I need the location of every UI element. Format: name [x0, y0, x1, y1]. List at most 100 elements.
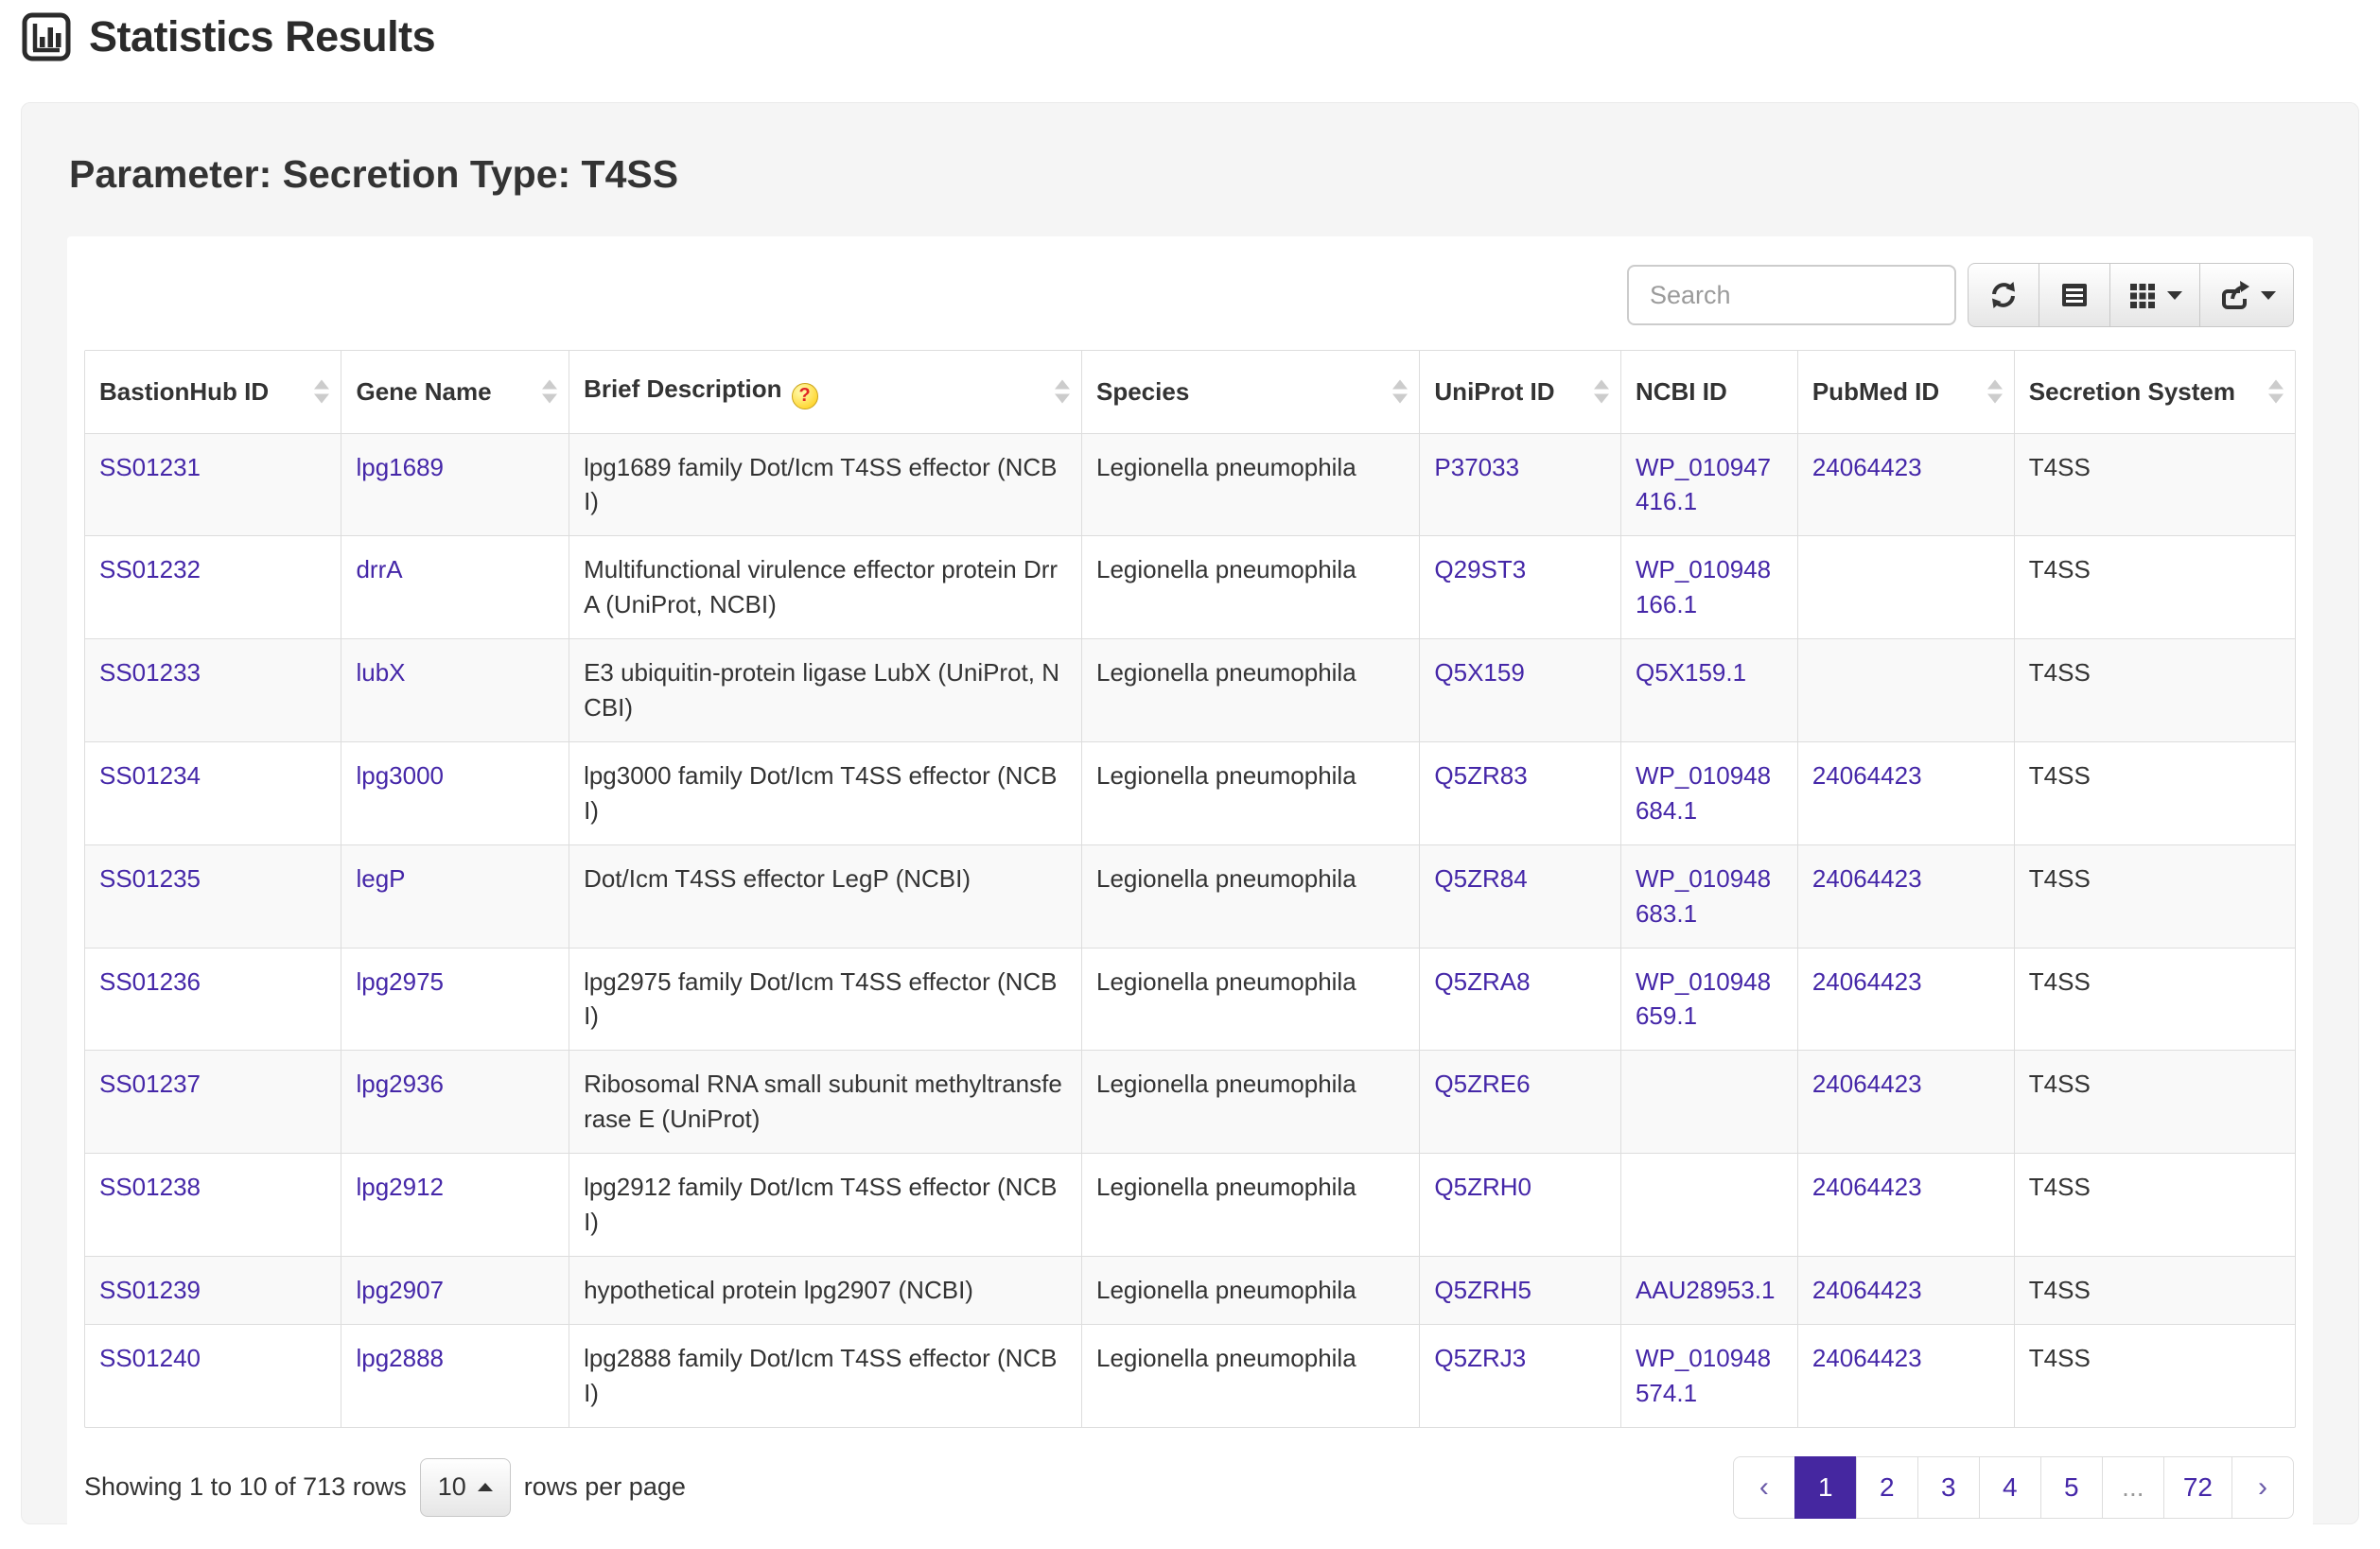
- gene-link[interactable]: legP: [356, 863, 406, 893]
- table-row: SS01234 lpg3000 lpg3000 family Dot/Icm T4S…: [85, 740, 2295, 845]
- cell-gene: drrA: [341, 535, 569, 639]
- column-header-id[interactable]: BastionHub ID: [85, 351, 341, 434]
- page-ellipsis[interactable]: ...: [2101, 1455, 2164, 1519]
- pubmed-link[interactable]: 24064423: [1811, 863, 1922, 893]
- page-button-3[interactable]: 3: [1916, 1455, 1980, 1519]
- page-button-1[interactable]: 1: [1794, 1455, 1857, 1519]
- cell-uniprot: Q5ZRE6: [1419, 1050, 1621, 1154]
- sort-carets-icon: [1055, 379, 1070, 404]
- chevron-down-icon: [2261, 290, 2276, 300]
- table-footer: Showing 1 to 10 of 713 rows 10 rows per …: [84, 1428, 2296, 1543]
- column-label: Brief Description: [584, 374, 782, 403]
- page-button-5[interactable]: 5: [2039, 1455, 2103, 1519]
- column-label: Secretion System: [2028, 376, 2235, 406]
- pagination: ‹ 1 2 3 4 5... 72 ›: [1732, 1455, 2294, 1519]
- pubmed-link[interactable]: 24064423: [1811, 966, 1922, 996]
- id-link[interactable]: SS01238: [99, 1173, 201, 1202]
- previous-page-button[interactable]: ‹: [1732, 1455, 1795, 1519]
- pubmed-link[interactable]: 24064423: [1811, 452, 1922, 481]
- id-link[interactable]: SS01237: [99, 1070, 201, 1099]
- next-page-button[interactable]: ›: [2231, 1455, 2294, 1519]
- gene-link[interactable]: lpg2888: [356, 1343, 445, 1372]
- column-header-pubmed[interactable]: PubMed ID: [1796, 351, 2015, 434]
- cell-uniprot: Q5ZRJ3: [1419, 1323, 1621, 1427]
- uniprot-link[interactable]: Q29ST3: [1434, 555, 1527, 584]
- ncbi-link[interactable]: Q5X159.1: [1635, 658, 1747, 687]
- columns-icon: [2130, 284, 2155, 308]
- ncbi-link[interactable]: WP_010948683.1: [1635, 863, 1772, 928]
- cell-desc: lpg2912 family Dot/Icm T4SS effector (NC…: [569, 1153, 1082, 1257]
- toggle-view-button[interactable]: [2039, 263, 2110, 327]
- gene-link[interactable]: lpg2975: [356, 966, 445, 996]
- id-link[interactable]: SS01234: [99, 760, 201, 790]
- toolbar-button-group: [1968, 263, 2294, 327]
- uniprot-link[interactable]: Q5X159: [1434, 658, 1525, 687]
- cell-desc: lpg3000 family Dot/Icm T4SS effector (NC…: [569, 740, 1082, 845]
- column-header-gene[interactable]: Gene Name: [341, 351, 569, 434]
- id-link[interactable]: SS01231: [99, 452, 201, 481]
- uniprot-link[interactable]: Q5ZR83: [1434, 760, 1528, 790]
- column-header-system[interactable]: Secretion System: [2013, 351, 2295, 434]
- gene-link[interactable]: lubX: [356, 658, 406, 687]
- columns-button[interactable]: [2109, 263, 2200, 327]
- id-link[interactable]: SS01236: [99, 966, 201, 996]
- ncbi-link[interactable]: WP_010948574.1: [1635, 1343, 1772, 1407]
- rows-per-page-label: rows per page: [523, 1472, 686, 1502]
- gene-link[interactable]: lpg3000: [356, 760, 445, 790]
- id-link[interactable]: SS01240: [99, 1343, 201, 1372]
- table-row: SS01237 lpg2936 Ribosomal RNA small subuni…: [85, 1050, 2295, 1154]
- cell-ncbi: WP_010948166.1: [1619, 535, 1798, 639]
- id-link[interactable]: SS01233: [99, 658, 201, 687]
- pubmed-link[interactable]: 24064423: [1811, 1070, 1922, 1099]
- table-row: SS01238 lpg2912 lpg2912 family Dot/Icm T4S…: [85, 1153, 2295, 1257]
- gene-link[interactable]: lpg2907: [356, 1276, 445, 1304]
- page-button-72[interactable]: 72: [2162, 1455, 2232, 1519]
- gene-link[interactable]: drrA: [356, 555, 403, 584]
- uniprot-link[interactable]: Q5ZRE6: [1434, 1070, 1531, 1099]
- cell-gene: lpg3000: [341, 740, 569, 845]
- gene-link[interactable]: lpg2912: [356, 1173, 445, 1202]
- cell-pubmed: 24064423: [1796, 1153, 2015, 1257]
- ncbi-link[interactable]: WP_010947416.1: [1635, 452, 1772, 516]
- pubmed-link[interactable]: 24064423: [1811, 1173, 1922, 1202]
- refresh-button[interactable]: [1968, 263, 2039, 327]
- uniprot-link[interactable]: Q5ZR84: [1434, 863, 1528, 893]
- cell-system: T4SS: [2013, 947, 2295, 1051]
- cell-gene: lpg2888: [341, 1323, 569, 1427]
- uniprot-link[interactable]: Q5ZRH0: [1434, 1173, 1531, 1202]
- ncbi-link[interactable]: WP_010948684.1: [1635, 760, 1772, 825]
- column-header-species[interactable]: Species: [1080, 351, 1420, 434]
- id-link[interactable]: SS01232: [99, 555, 201, 584]
- page-button-2[interactable]: 2: [1855, 1455, 1918, 1519]
- uniprot-link[interactable]: Q5ZRA8: [1434, 966, 1531, 996]
- pubmed-link[interactable]: 24064423: [1811, 760, 1922, 790]
- ncbi-link[interactable]: AAU28953.1: [1635, 1276, 1776, 1304]
- pubmed-link[interactable]: 24064423: [1811, 1276, 1922, 1304]
- page-size-button[interactable]: 10: [419, 1457, 511, 1517]
- gene-link[interactable]: lpg2936: [356, 1070, 445, 1099]
- ncbi-link[interactable]: WP_010948166.1: [1635, 555, 1772, 619]
- cell-desc: hypothetical protein lpg2907 (NCBI): [569, 1256, 1082, 1325]
- page-button-4[interactable]: 4: [1978, 1455, 2041, 1519]
- cell-id: SS01236: [85, 947, 341, 1051]
- search-input[interactable]: [1627, 265, 1956, 325]
- export-button[interactable]: [2199, 263, 2294, 327]
- cell-pubmed: [1796, 535, 2015, 639]
- gene-link[interactable]: lpg1689: [356, 452, 445, 481]
- help-icon[interactable]: ?: [791, 382, 818, 409]
- uniprot-link[interactable]: Q5ZRH5: [1434, 1276, 1531, 1304]
- cell-species: Legionella pneumophila: [1080, 740, 1420, 845]
- cell-uniprot: Q5ZR84: [1419, 844, 1621, 949]
- uniprot-link[interactable]: P37033: [1434, 452, 1520, 481]
- cell-species: Legionella pneumophila: [1080, 1153, 1420, 1257]
- uniprot-link[interactable]: Q5ZRJ3: [1434, 1343, 1527, 1372]
- ncbi-link[interactable]: WP_010948659.1: [1635, 966, 1772, 1031]
- pubmed-link[interactable]: 24064423: [1811, 1343, 1922, 1372]
- id-link[interactable]: SS01235: [99, 863, 201, 893]
- cell-pubmed: 24064423: [1796, 1050, 2015, 1154]
- column-header-uniprot[interactable]: UniProt ID: [1419, 351, 1621, 434]
- cell-id: SS01238: [85, 1153, 341, 1257]
- id-link[interactable]: SS01239: [99, 1276, 201, 1304]
- column-header-desc[interactable]: Brief Description?: [569, 351, 1082, 434]
- sort-carets-icon: [314, 379, 330, 404]
